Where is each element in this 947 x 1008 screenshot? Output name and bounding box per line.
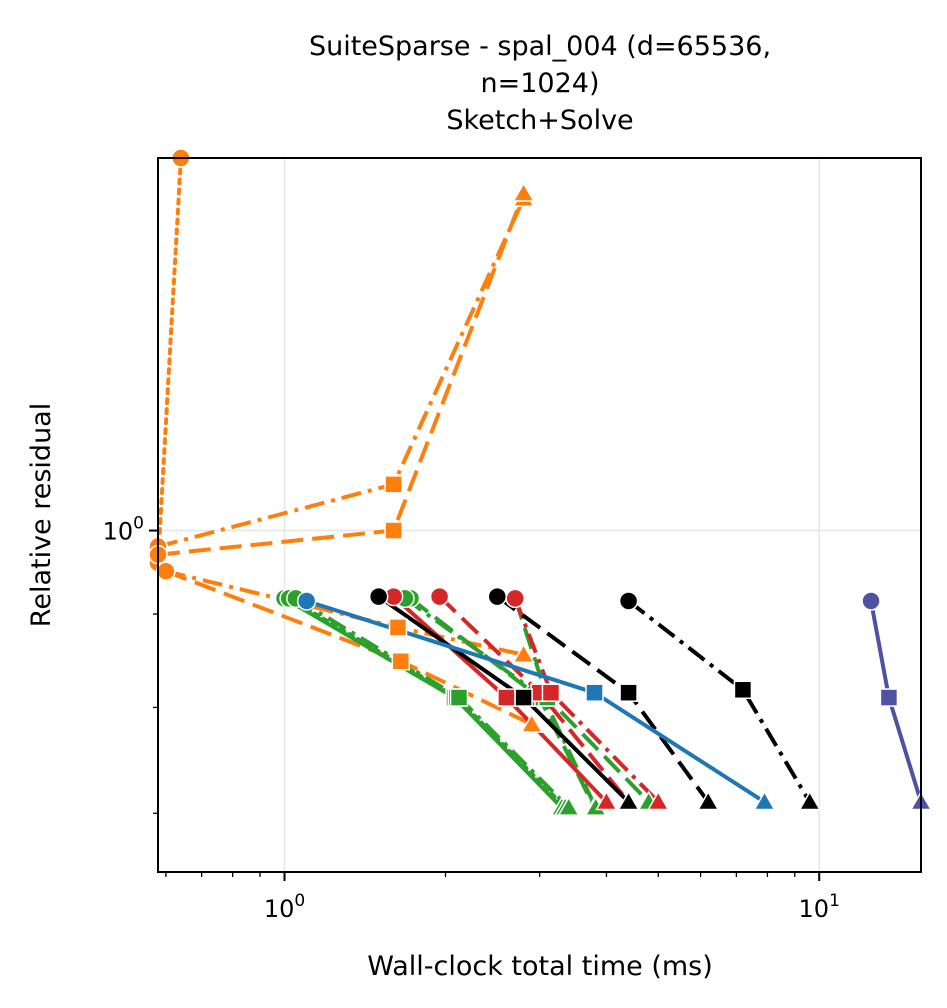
series-line-0	[158, 158, 183, 565]
chart-title-line-1: SuiteSparse - spal_004 (d=65536,	[309, 31, 771, 62]
series-4-point-1	[391, 651, 411, 671]
series-14-point-2	[617, 790, 640, 811]
marker-layer	[148, 148, 933, 816]
series-18-point-0	[861, 591, 881, 611]
series-line-1	[158, 197, 526, 549]
series-7-point-2	[557, 796, 580, 816]
chart-title-line-2: n=1024)	[481, 68, 600, 99]
series-16-point-1	[733, 680, 753, 700]
x-tick-label-0: 100	[264, 891, 305, 923]
series-4-point-2	[520, 712, 544, 733]
series-14-point-0	[368, 586, 389, 607]
series-15-point-1	[619, 683, 638, 702]
y-axis-label: Relative residual	[26, 403, 57, 627]
series-11-point-1	[497, 688, 516, 707]
series-15-point-0	[487, 586, 508, 607]
series-line-13	[513, 597, 660, 804]
series-16-point-2	[798, 790, 822, 811]
series-17-point-2	[753, 790, 776, 811]
series-3-point-2	[512, 643, 535, 663]
axis-ticks: 100 101 100	[103, 514, 840, 923]
x-tick-label-1: 101	[799, 891, 840, 923]
series-16-point-0	[618, 591, 639, 611]
series-2-point-1	[384, 521, 403, 540]
y-tick-label-0: 100	[103, 514, 144, 546]
series-18-point-1	[879, 688, 899, 707]
series-17-point-1	[585, 683, 604, 702]
series-2-point-2	[512, 181, 535, 202]
series-13-point-1	[541, 683, 561, 702]
series-12-point-0	[429, 586, 450, 607]
series-13-point-0	[505, 588, 525, 609]
series-layer	[158, 158, 921, 810]
series-15-point-2	[696, 790, 720, 811]
series-line-2	[158, 192, 526, 557]
series-1-point-1	[384, 475, 403, 494]
series-3-point-1	[388, 618, 408, 637]
series-7-point-1	[449, 688, 469, 707]
series-14-point-1	[514, 688, 533, 707]
series-13-point-2	[646, 790, 670, 811]
series-17-point-0	[296, 591, 317, 611]
series-4-point-0	[156, 561, 176, 581]
chart-title-line-3: Sketch+Solve	[446, 105, 633, 136]
x-axis-label: Wall-clock total time (ms)	[367, 951, 713, 982]
series-11-point-2	[595, 790, 618, 811]
